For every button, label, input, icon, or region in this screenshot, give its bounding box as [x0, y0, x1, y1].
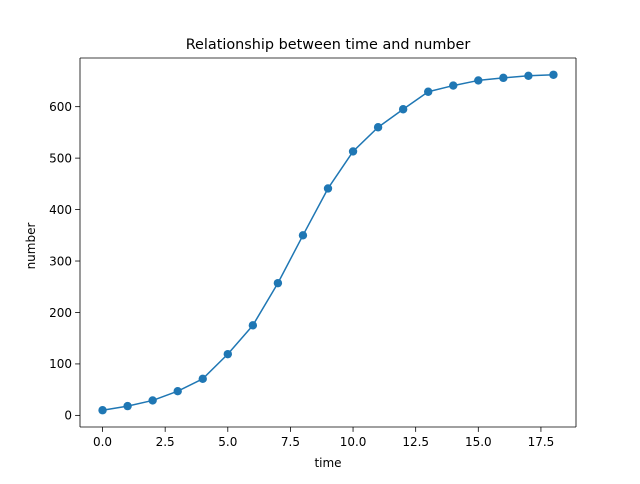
x-tick-label: 12.5	[402, 435, 429, 449]
x-tick-label: 17.5	[528, 435, 555, 449]
data-point	[148, 396, 157, 405]
data-point	[223, 349, 232, 359]
data-point	[348, 147, 358, 156]
x-axis-label: time	[314, 456, 341, 470]
data-point	[173, 386, 182, 396]
data-point	[424, 87, 433, 96]
data-point	[298, 231, 308, 240]
data-point	[198, 374, 207, 384]
x-tick-label: 2.5	[156, 435, 175, 449]
y-tick-label: 500	[49, 151, 72, 165]
y-tick-label: 100	[49, 357, 72, 371]
data-point	[373, 123, 383, 132]
data-point	[123, 401, 132, 411]
y-tick-label: 300	[49, 254, 72, 268]
y-tick-label: 400	[49, 203, 72, 217]
y-tick-label: 0	[64, 409, 72, 423]
data-point	[524, 71, 533, 81]
y-tick-label: 600	[49, 100, 72, 114]
x-tick-label: 0.0	[93, 435, 112, 449]
data-point	[474, 76, 483, 85]
y-axis-label: number	[24, 223, 38, 270]
plot-area: 0.0 2.5 5.0 7.5 10.0 12.5 15.0 17.5 0 100 200 300 40…	[49, 57, 577, 449]
chart-title: Relationship between time and number	[186, 37, 471, 53]
data-point	[398, 105, 408, 114]
x-tick-label: 5.0	[218, 435, 237, 449]
data-point	[499, 73, 508, 83]
data-point	[98, 406, 107, 415]
data-point	[323, 184, 333, 193]
y-tick-label: 200	[49, 306, 72, 320]
x-tick-label: 10.0	[340, 435, 367, 449]
data-point	[549, 70, 558, 79]
x-tick-label: 15.0	[465, 435, 492, 449]
data-point	[273, 278, 283, 288]
data-point	[248, 321, 258, 330]
data-point	[449, 81, 458, 90]
x-tick-label: 7.5	[281, 435, 300, 449]
